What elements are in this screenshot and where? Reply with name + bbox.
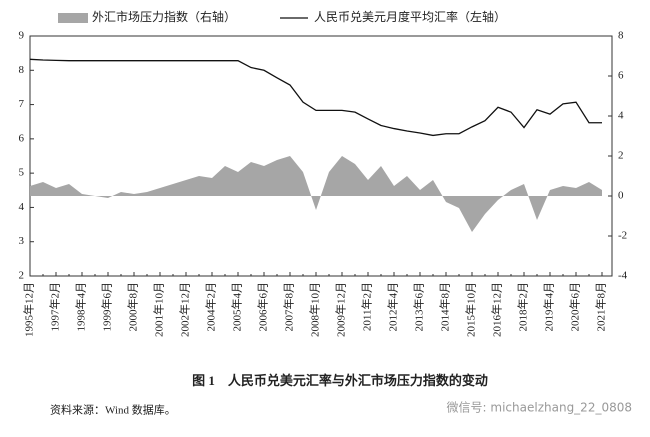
x-tick-label: 2004年2月 <box>204 282 218 332</box>
plot-frame <box>29 35 613 277</box>
y-tick-label: 8 <box>19 64 25 76</box>
x-tick-label: 2012年4月 <box>386 282 400 332</box>
y-tick-label: 2 <box>19 270 25 282</box>
y-tick-label: 3 <box>19 235 25 247</box>
x-tick-label: 1999年6月 <box>100 282 114 332</box>
legend-label: 人民币兑美元月度平均汇率（左轴） <box>314 9 506 24</box>
x-tick-label: 2016年12月 <box>490 282 504 337</box>
y-tick-label: 6 <box>19 132 25 144</box>
x-tick-label: 2000年8月 <box>126 282 140 332</box>
x-tick-label: 2002年12月 <box>178 282 192 337</box>
y2-tick-label: -4 <box>618 270 628 282</box>
y-tick-label: 4 <box>19 201 25 213</box>
y2-tick-label: -2 <box>618 230 627 242</box>
x-tick-label: 1998年4月 <box>74 282 88 332</box>
x-tick-label: 2007年8月 <box>282 282 296 332</box>
x-tick-label: 2001年10月 <box>152 282 166 337</box>
x-tick-label: 2013年6月 <box>412 282 426 332</box>
y2-tick-label: 8 <box>618 30 624 42</box>
source-note: 资料来源：Wind 数据库。 <box>50 403 176 417</box>
x-tick-label: 2019年4月 <box>542 282 556 332</box>
x-tick-label: 2005年4月 <box>230 282 244 332</box>
legend-label: 外汇市场压力指数（右轴） <box>92 9 236 24</box>
y2-tick-label: 6 <box>618 70 624 82</box>
x-tick-label: 2015年10月 <box>464 282 478 337</box>
y2-tick-label: 4 <box>618 110 624 122</box>
y-tick-label: 9 <box>19 30 25 42</box>
legend-swatch <box>58 13 88 23</box>
chart-title: 图 1 人民币兑美元汇率与外汇市场压力指数的变动 <box>192 373 488 388</box>
y2-tick-label: 2 <box>618 150 624 162</box>
pressure-area <box>30 156 602 232</box>
rate-line <box>29 58 602 137</box>
y2-tick-label: 0 <box>618 190 624 202</box>
x-tick-label: 2008年10月 <box>308 282 322 337</box>
x-tick-label: 2006年6月 <box>256 282 270 332</box>
x-tick-label: 2014年8月 <box>438 282 452 332</box>
y-tick-label: 7 <box>19 98 25 110</box>
x-tick-label: 2018年2月 <box>516 282 530 332</box>
x-tick-label: 1995年12月 <box>22 282 36 337</box>
x-tick-label: 2021年8月 <box>594 282 608 332</box>
x-tick-label: 2011年2月 <box>360 282 374 331</box>
x-tick-label: 2020年6月 <box>568 282 582 332</box>
watermark: 微信号: michaelzhang_22_0808 <box>447 401 632 415</box>
x-tick-label: 2009年12月 <box>334 282 348 337</box>
x-tick-label: 1997年2月 <box>48 282 62 332</box>
y-tick-label: 5 <box>19 167 25 179</box>
